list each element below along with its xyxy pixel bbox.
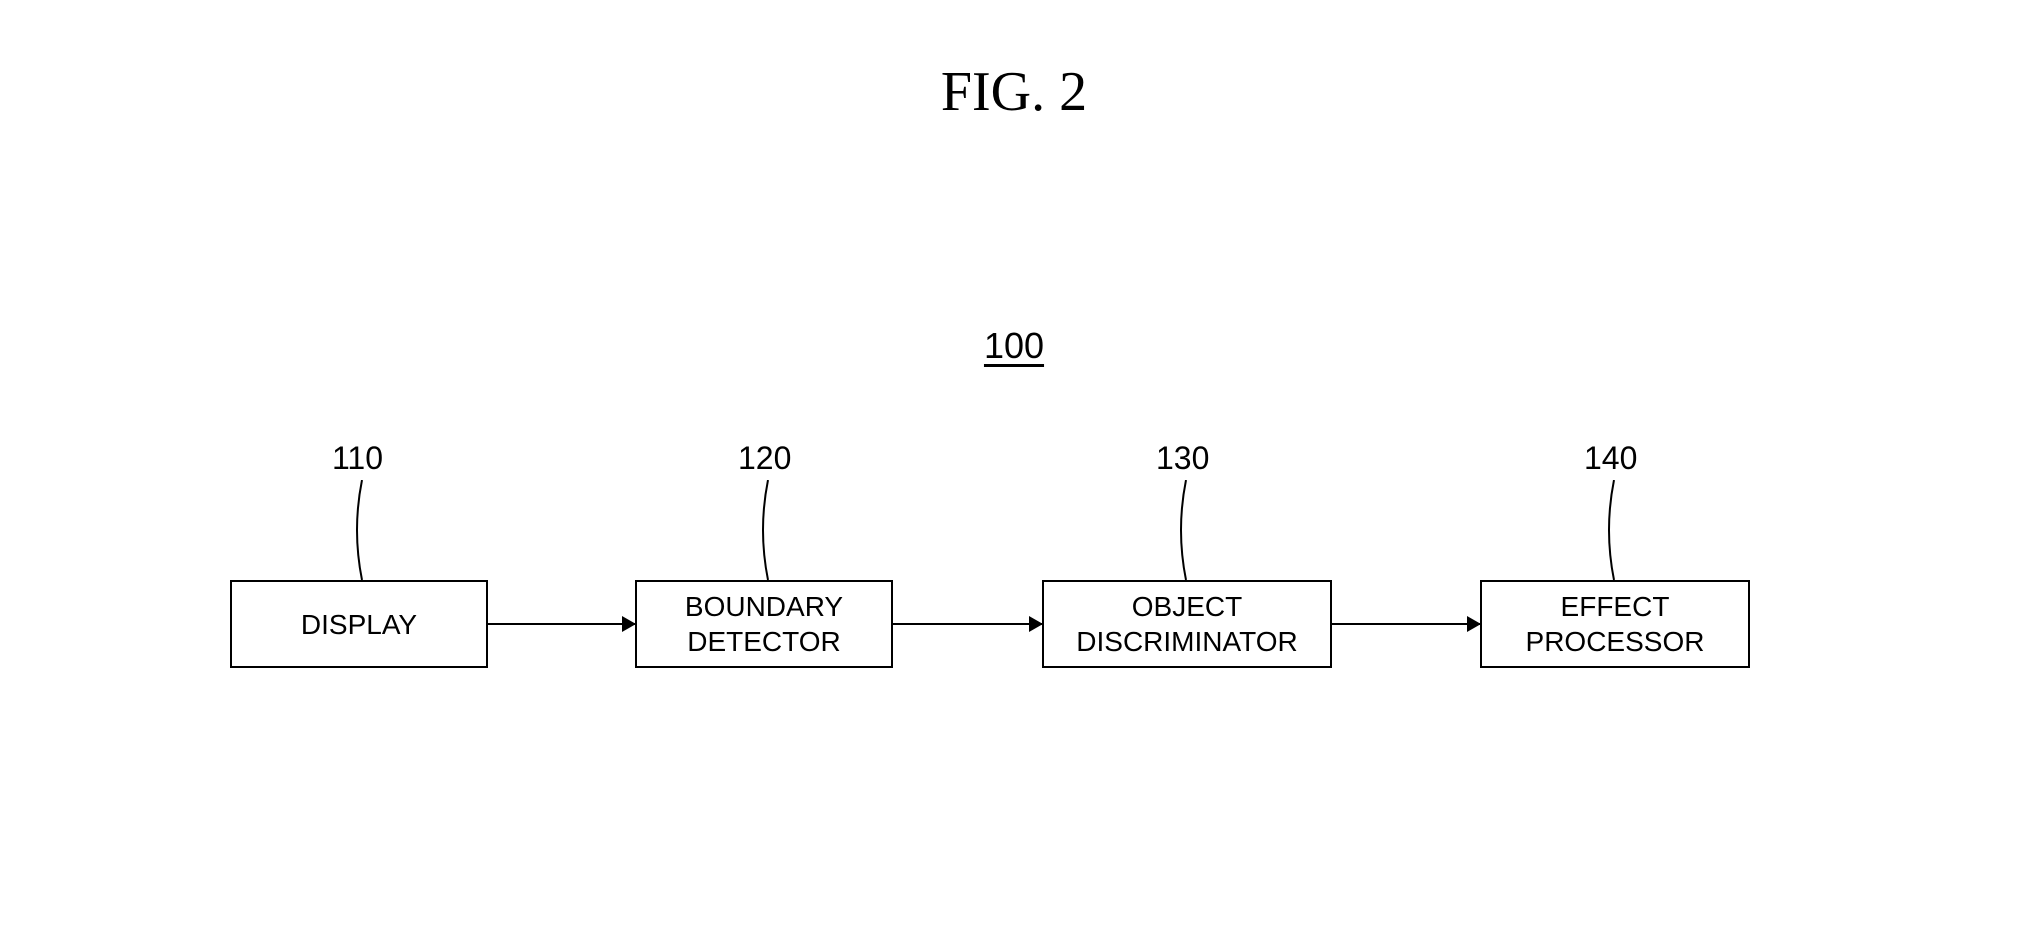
- flow-block: EFFECTPROCESSOR: [1480, 580, 1750, 668]
- flow-arrow: [488, 623, 635, 625]
- block-text-line: EFFECT: [1561, 589, 1670, 624]
- leader-line: [1166, 480, 1206, 580]
- leader-line: [1594, 480, 1634, 580]
- flow-block: DISPLAY: [230, 580, 488, 668]
- block-text-line: DISCRIMINATOR: [1076, 624, 1297, 659]
- flow-block: BOUNDARYDETECTOR: [635, 580, 893, 668]
- block-ref-label: 130: [1156, 440, 1209, 477]
- block-ref-label: 120: [738, 440, 791, 477]
- block-text-line: BOUNDARY: [685, 589, 843, 624]
- figure-title: FIG. 2: [941, 60, 1087, 124]
- flow-block: OBJECTDISCRIMINATOR: [1042, 580, 1332, 668]
- block-text-line: DISPLAY: [301, 607, 417, 642]
- block-ref-label: 110: [332, 440, 383, 477]
- system-id-label: 100: [984, 325, 1044, 367]
- leader-line: [748, 480, 788, 580]
- flow-arrow: [893, 623, 1042, 625]
- block-diagram: 110 DISPLAY 120 BOUNDARYDETECTOR 130 OBJECTDI…: [0, 440, 2028, 720]
- block-text-line: DETECTOR: [687, 624, 841, 659]
- block-text-line: PROCESSOR: [1526, 624, 1705, 659]
- block-ref-label: 140: [1584, 440, 1637, 477]
- block-text-line: OBJECT: [1132, 589, 1242, 624]
- leader-line: [342, 480, 382, 580]
- flow-arrow: [1332, 623, 1480, 625]
